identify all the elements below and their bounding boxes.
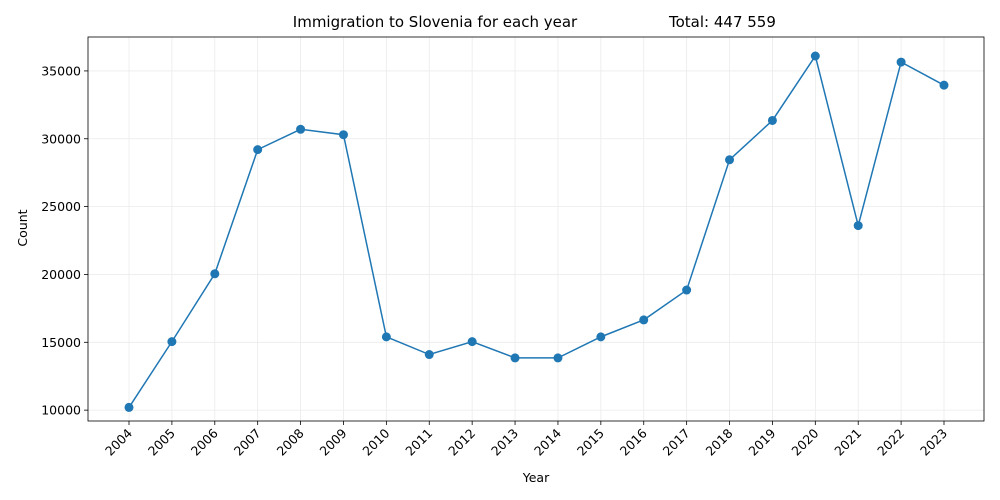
data-point xyxy=(124,402,134,412)
plot-frame xyxy=(87,36,985,422)
data-point xyxy=(467,337,477,347)
data-point xyxy=(553,353,563,363)
x-axis-ticks: 2004 2005 2006 2007 2008 2009 2010 2011 2012 2013… xyxy=(102,421,950,459)
series-line xyxy=(128,54,945,408)
x-tick-label: 2006 xyxy=(188,425,221,458)
data-point xyxy=(639,315,649,325)
chart-title: Immigration to Slovenia for each year xyxy=(293,13,578,31)
data-point xyxy=(767,115,777,125)
x-tick-label: 2020 xyxy=(788,425,821,458)
x-tick-label: 2004 xyxy=(102,425,135,458)
grid xyxy=(88,37,984,421)
data-point xyxy=(381,332,391,342)
series-group xyxy=(124,51,949,412)
data-point xyxy=(253,145,263,155)
y-tick-label: 35000 xyxy=(41,63,81,78)
x-tick-label: 2012 xyxy=(445,426,478,459)
x-tick-label: 2005 xyxy=(145,426,178,459)
x-tick-label: 2023 xyxy=(917,426,950,459)
y-axis-ticks: 10000 15000 20000 25000 30000 35000 xyxy=(41,63,88,418)
data-point xyxy=(296,124,306,134)
x-tick-label: 2019 xyxy=(745,425,778,458)
x-tick-label: 2008 xyxy=(274,425,307,458)
x-tick-label: 2016 xyxy=(617,425,650,458)
data-point xyxy=(338,130,348,140)
data-point xyxy=(210,269,220,279)
data-point xyxy=(167,337,177,347)
x-tick-label: 2018 xyxy=(703,425,736,458)
axes xyxy=(87,36,985,422)
data-point xyxy=(853,221,863,231)
y-tick-label: 25000 xyxy=(41,199,81,214)
y-tick-label: 10000 xyxy=(41,403,81,418)
data-point xyxy=(810,51,820,61)
data-point xyxy=(896,57,906,67)
y-tick-label: 15000 xyxy=(41,335,81,350)
x-tick-label: 2011 xyxy=(402,426,435,459)
data-point xyxy=(682,285,692,295)
x-axis-label: Year xyxy=(522,470,550,485)
y-tick-label: 30000 xyxy=(41,131,81,146)
chart-subtitle: Total: 447 559 xyxy=(668,13,776,31)
x-tick-label: 2009 xyxy=(316,425,349,458)
data-point xyxy=(725,155,735,165)
x-tick-label: 2013 xyxy=(488,426,521,459)
x-tick-label: 2007 xyxy=(231,426,264,459)
data-point xyxy=(510,353,520,363)
data-point xyxy=(596,332,606,342)
y-tick-label: 20000 xyxy=(41,267,81,282)
data-point xyxy=(939,80,949,90)
x-tick-label: 2014 xyxy=(531,425,564,458)
x-tick-label: 2015 xyxy=(574,426,607,459)
data-point xyxy=(424,350,434,360)
y-axis-label: Count xyxy=(15,209,30,246)
x-tick-label: 2017 xyxy=(660,426,693,459)
x-tick-label: 2021 xyxy=(831,426,864,459)
x-tick-label: 2022 xyxy=(874,426,907,459)
x-tick-label: 2010 xyxy=(359,425,392,458)
